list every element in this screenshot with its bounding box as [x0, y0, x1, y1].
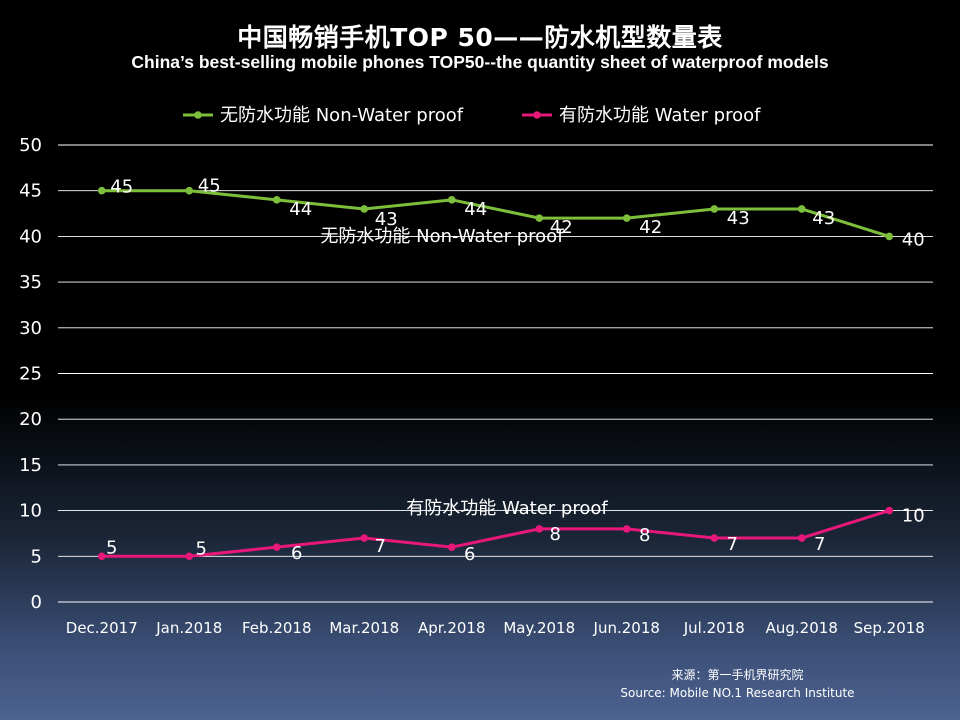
- data-label: 45: [198, 176, 221, 197]
- x-tick-label: Apr.2018: [418, 619, 486, 637]
- data-point: [535, 214, 544, 222]
- data-point: [885, 232, 894, 241]
- chart-legend: 无防水功能 Non-Water proof 有防水功能 Water proof: [183, 105, 761, 126]
- source-line-en: Source: Mobile NO.1 Research Institute: [620, 686, 855, 700]
- legend-label: 有防水功能 Water proof: [559, 105, 761, 126]
- legend-swatch-marker: [194, 111, 202, 119]
- y-tick-label: 20: [19, 409, 42, 430]
- data-label: 45: [110, 177, 133, 198]
- data-point: [622, 525, 631, 533]
- data-point: [360, 534, 369, 542]
- x-axis-tick-labels: Dec.2017 Jan.2018 Feb.2018 Mar.2018 Apr.2018…: [66, 619, 925, 637]
- legend-item: 无防水功能 Non-Water proof: [183, 105, 464, 126]
- data-label: 43: [727, 208, 750, 229]
- annotation-non-water-proof: 无防水功能 Non-Water proof: [320, 226, 564, 247]
- data-point: [710, 205, 719, 213]
- data-label: 42: [639, 217, 662, 238]
- chart-title: 中国畅销手机TOP 50——防水机型数量表: [237, 23, 723, 52]
- x-tick-label: Dec.2017: [66, 619, 138, 637]
- y-axis-tick-labels: 0 5 10 15 20 25 30 35 40 45 50: [19, 135, 42, 613]
- data-label: 8: [550, 524, 561, 545]
- annotation-water-proof: 有防水功能 Water proof: [406, 498, 608, 519]
- y-tick-label: 35: [19, 272, 42, 293]
- data-point: [447, 196, 456, 204]
- data-label: 5: [106, 537, 117, 558]
- data-label: 44: [464, 199, 487, 220]
- chart-subtitle: China’s best-selling mobile phones TOP50…: [131, 52, 829, 72]
- data-point: [185, 552, 194, 561]
- data-label: 7: [814, 534, 825, 555]
- chart-series: 45 45 44 43 44 42 42 43 43 40 5 5 6 7 6 8 8 7 7 10: [97, 176, 925, 565]
- data-label: 10: [902, 506, 925, 527]
- x-tick-label: Aug.2018: [766, 619, 838, 637]
- x-tick-label: Sep.2018: [854, 619, 925, 637]
- data-point: [185, 186, 194, 195]
- x-tick-label: Jan.2018: [155, 619, 222, 637]
- series-non-water-proof: 45 45 44 43 44 42 42 43 43 40: [97, 176, 925, 250]
- data-point: [360, 205, 369, 213]
- y-tick-label: 30: [19, 318, 42, 339]
- y-tick-label: 15: [19, 455, 42, 476]
- x-tick-label: Mar.2018: [329, 619, 399, 637]
- data-label: 5: [196, 538, 207, 559]
- legend-label: 无防水功能 Non-Water proof: [220, 105, 464, 126]
- data-point: [272, 196, 281, 204]
- data-label: 43: [375, 209, 398, 230]
- data-point: [622, 214, 631, 222]
- y-tick-label: 40: [19, 226, 42, 247]
- series-annotations: 无防水功能 Non-Water proof 有防水功能 Water proof: [320, 226, 608, 519]
- x-tick-label: Jun.2018: [593, 619, 660, 637]
- y-tick-label: 0: [31, 592, 42, 613]
- source-line-cn: 来源：第一手机界研究院: [671, 668, 804, 682]
- data-point: [885, 506, 894, 515]
- data-point: [797, 534, 806, 542]
- chart-gridlines: [58, 144, 933, 603]
- x-tick-label: May.2018: [503, 619, 575, 637]
- data-point: [97, 552, 106, 561]
- data-label: 43: [812, 208, 835, 229]
- legend-swatch-marker: [533, 111, 541, 119]
- data-label: 42: [550, 217, 573, 238]
- data-label: 44: [289, 199, 312, 220]
- data-point: [535, 525, 544, 533]
- legend-item: 有防水功能 Water proof: [522, 105, 761, 126]
- y-tick-label: 50: [19, 135, 42, 156]
- x-tick-label: Feb.2018: [242, 619, 312, 637]
- data-label: 8: [639, 525, 650, 546]
- data-point: [447, 543, 456, 551]
- series-line: [101, 509, 890, 558]
- y-tick-label: 25: [19, 364, 42, 385]
- y-tick-label: 10: [19, 501, 42, 522]
- data-label: 6: [291, 543, 302, 564]
- data-label: 7: [727, 534, 738, 555]
- data-point: [272, 543, 281, 551]
- y-tick-label: 5: [31, 546, 42, 567]
- data-point: [797, 205, 806, 213]
- series-line: [101, 189, 890, 238]
- data-point: [97, 186, 106, 195]
- data-label: 40: [902, 229, 925, 250]
- y-tick-label: 45: [19, 181, 42, 202]
- data-label: 7: [375, 536, 386, 557]
- data-point: [710, 534, 719, 542]
- data-label: 6: [464, 544, 475, 565]
- source-note: 来源：第一手机界研究院 Source: Mobile NO.1 Research…: [600, 666, 875, 702]
- series-water-proof: 5 5 6 7 6 8 8 7 7 10: [97, 506, 925, 565]
- x-tick-label: Jul.2018: [683, 619, 745, 637]
